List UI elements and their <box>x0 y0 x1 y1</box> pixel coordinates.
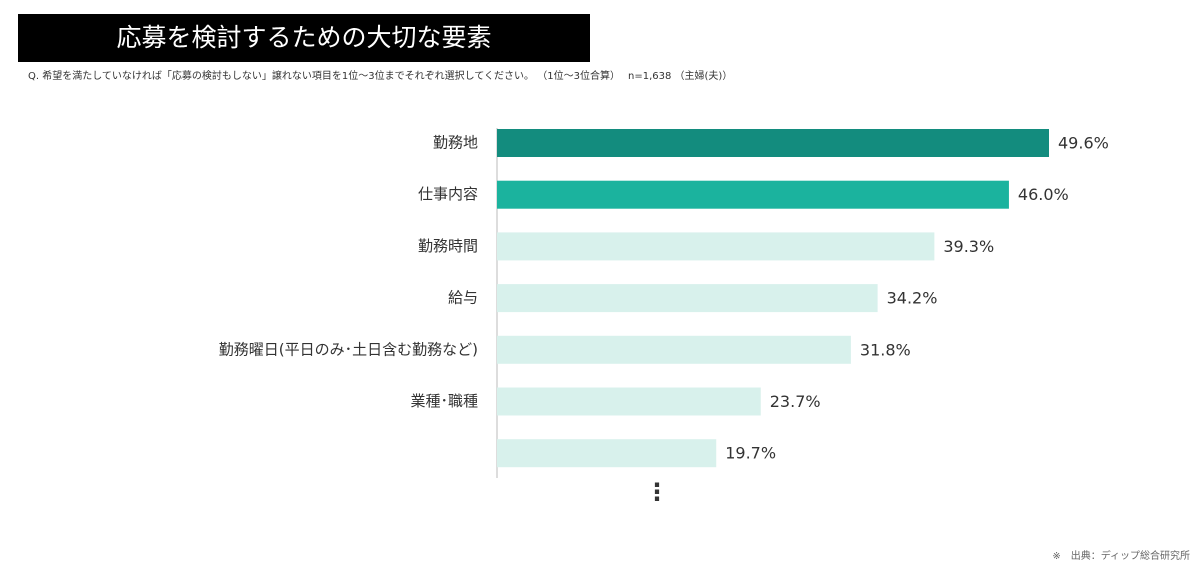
category-label: 給与 <box>448 289 478 307</box>
category-label: 仕事内容 <box>418 185 478 203</box>
title-box <box>18 14 590 62</box>
bar <box>497 129 1049 157</box>
chart-title: 応募を検討するための大切な要素 <box>116 23 491 52</box>
category-label: 勤務時間 <box>418 237 478 255</box>
bar <box>497 232 935 261</box>
sample-note: n=1,638 （主婦(夫)） <box>628 70 732 82</box>
value-label: 19.7% <box>725 444 776 463</box>
category-label: 業種･職種 <box>410 392 478 410</box>
bar <box>497 284 878 313</box>
value-label: 23.7% <box>770 392 821 411</box>
value-label: 34.2% <box>887 289 938 308</box>
category-label: 勤務曜日(平日のみ･土日含む勤務など) <box>219 340 478 358</box>
bar <box>497 180 1009 209</box>
value-label: 46.0% <box>1018 185 1069 204</box>
category-label: 勤務地 <box>433 134 478 152</box>
value-label: 49.6% <box>1058 134 1109 153</box>
value-label: 39.3% <box>943 237 994 256</box>
source: ※ 出典：ディップ総合研究所 <box>1052 549 1190 562</box>
continuation: ⋮ <box>645 478 669 506</box>
value-label: 31.8% <box>860 340 911 359</box>
subtitle: Q. 希望を満たしていなければ「応募の検討もしない」譲れない項目を1位～3位まで… <box>28 69 620 82</box>
bar <box>497 439 717 468</box>
bar <box>497 335 851 364</box>
bar <box>497 387 761 416</box>
